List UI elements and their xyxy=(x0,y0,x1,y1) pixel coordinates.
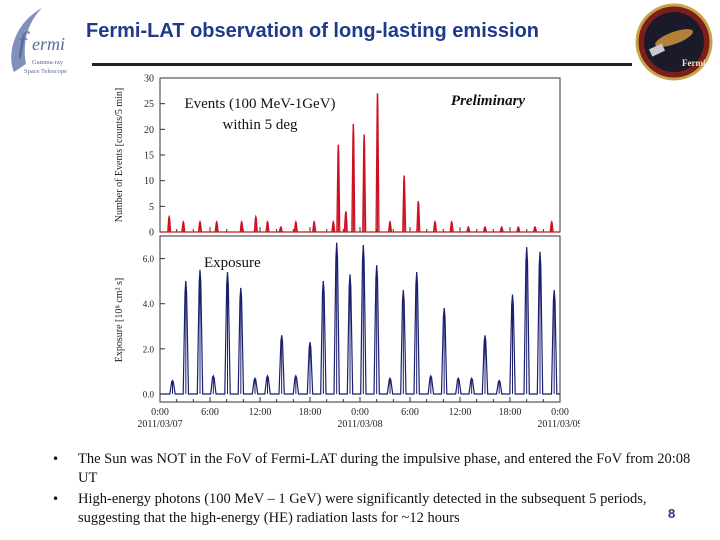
events-annotation-line2: within 5 deg xyxy=(223,117,298,133)
exposure-ylabel: Exposure [10⁸ cm² s] xyxy=(114,278,125,363)
xtick-label: 12:00 xyxy=(449,407,472,418)
patch-spacecraft xyxy=(648,43,666,57)
events-ytick-label: 15 xyxy=(144,151,154,162)
logo-wordmark: ermi xyxy=(32,34,65,54)
events-ytick-label: 20 xyxy=(144,125,154,136)
events-peak-markers xyxy=(168,93,553,232)
xtick-label: 18:00 xyxy=(299,407,322,418)
patch-lettering: Fermi xyxy=(682,58,706,68)
bullet-list: • The Sun was NOT in the FoV of Fermi-LA… xyxy=(52,450,692,528)
fermi-gst-logo: f ermi Gamma-ray Space Telescope xyxy=(11,8,67,75)
title-rule xyxy=(92,63,632,66)
logo-f: f xyxy=(18,26,30,59)
xtick-label: 6:00 xyxy=(201,407,219,418)
exposure-peak-markers xyxy=(172,242,555,394)
events-ytick-label: 30 xyxy=(144,74,154,85)
exposure-axis-ticks: 0.0 2.0 4.0 6.0 xyxy=(143,254,165,400)
events-ytick-label: 5 xyxy=(149,202,154,213)
events-annotation-line1: Events (100 MeV-1GeV) xyxy=(184,96,335,112)
events-axis-ticks: 0 5 10 15 20 25 30 xyxy=(144,74,165,239)
exposure-ytick-label: 6.0 xyxy=(143,254,155,264)
events-ytick-label: 25 xyxy=(144,99,154,110)
events-ylabel: Number of Events [counts/5 min] xyxy=(114,88,125,222)
xtick-label: 6:00 xyxy=(401,407,419,418)
page-number: 8 xyxy=(668,506,676,521)
exposure-ytick-label: 0.0 xyxy=(143,390,155,400)
xtick-date-label: 2011/03/07 xyxy=(137,419,182,430)
xtick-date-label: 2011/03/08 xyxy=(337,419,382,430)
exposure-ytick-label: 4.0 xyxy=(143,299,155,309)
logo-sub-2: Space Telescope xyxy=(24,68,67,75)
exposure-series-line xyxy=(160,242,560,395)
events-series-line xyxy=(160,93,560,233)
bullet-text-2: High-energy photons (100 MeV – 1 GeV) we… xyxy=(78,491,647,526)
xtick-label: 0:00 xyxy=(151,407,169,418)
events-ytick-label: 0 xyxy=(149,228,154,239)
bullet-item-2: • High-energy photons (100 MeV – 1 GeV) … xyxy=(52,490,692,528)
patch-galaxy xyxy=(655,29,693,47)
preliminary-label: Preliminary xyxy=(451,93,526,109)
exposure-ytick-label: 2.0 xyxy=(143,344,155,354)
logo-sub-1: Gamma-ray xyxy=(32,59,64,66)
fermi-mission-patch: Fermi xyxy=(635,3,713,81)
xtick-label: 0:00 xyxy=(551,407,569,418)
xtick-label: 18:00 xyxy=(499,407,522,418)
slide-title: Fermi-LAT observation of long-lasting em… xyxy=(86,20,539,42)
bullet-dot-icon: • xyxy=(52,452,60,466)
xtick-label: 12:00 xyxy=(249,407,272,418)
bullet-text-1: The Sun was NOT in the FoV of Fermi-LAT … xyxy=(78,451,691,486)
xtick-date-label: 2011/03/09 xyxy=(537,419,580,430)
events-ytick-label: 10 xyxy=(144,176,154,187)
xtick-label: 0:00 xyxy=(351,407,369,418)
logo-swoosh xyxy=(11,8,42,72)
bullet-dot-icon: • xyxy=(52,492,60,506)
exposure-annotation: Exposure xyxy=(204,255,261,271)
bullet-item-1: • The Sun was NOT in the FoV of Fermi-LA… xyxy=(52,450,692,488)
